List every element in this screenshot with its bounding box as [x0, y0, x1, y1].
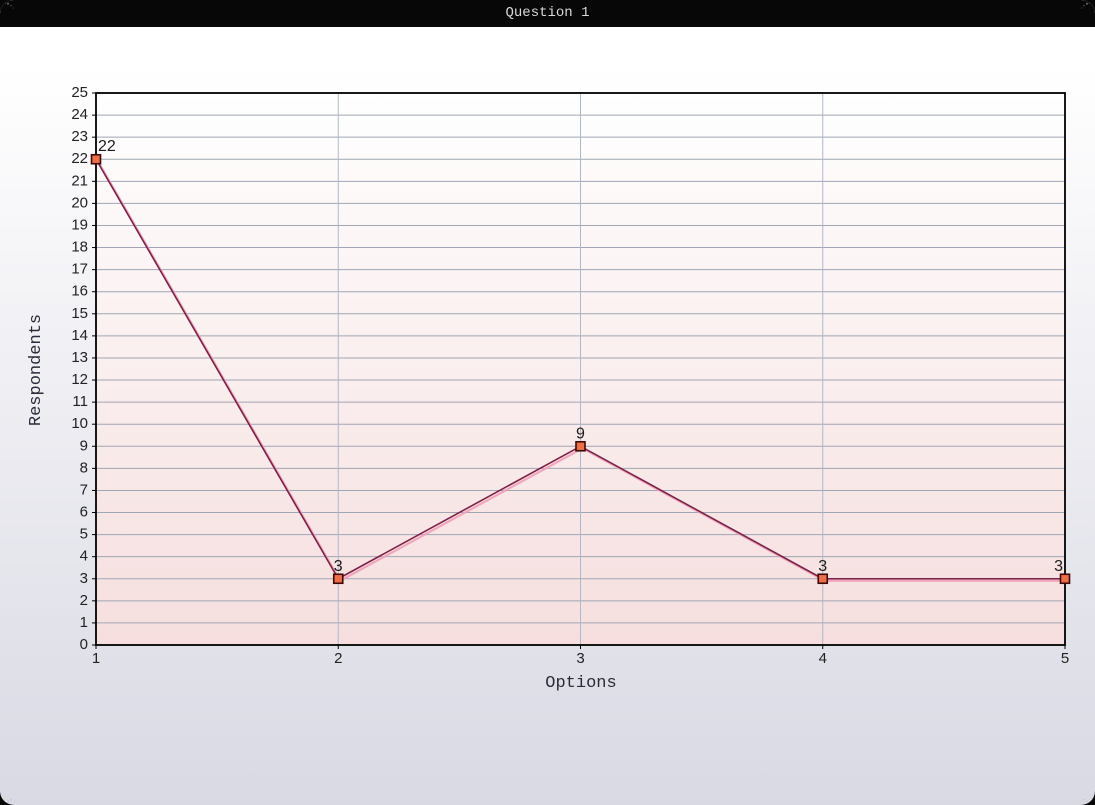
svg-text:4: 4: [819, 650, 827, 667]
svg-text:5: 5: [80, 526, 88, 543]
svg-text:0: 0: [80, 636, 88, 653]
svg-text:4: 4: [80, 548, 88, 565]
svg-text:2: 2: [80, 592, 88, 609]
svg-text:3: 3: [818, 558, 827, 575]
svg-text:7: 7: [80, 481, 88, 498]
svg-text:5: 5: [1061, 650, 1069, 667]
svg-text:1: 1: [92, 650, 100, 667]
svg-text:Respondents: Respondents: [27, 314, 46, 426]
svg-text:11: 11: [72, 393, 88, 410]
svg-text:15: 15: [71, 305, 88, 322]
svg-text:25: 25: [71, 84, 88, 101]
svg-text:16: 16: [71, 283, 88, 300]
svg-text:10: 10: [71, 415, 88, 432]
svg-text:20: 20: [71, 194, 88, 211]
svg-text:22: 22: [98, 138, 116, 155]
svg-text:19: 19: [71, 216, 88, 233]
svg-text:23: 23: [71, 128, 88, 145]
svg-text:17: 17: [71, 261, 88, 278]
svg-text:6: 6: [80, 504, 88, 521]
svg-text:24: 24: [71, 106, 88, 123]
svg-text:13: 13: [71, 349, 88, 366]
svg-text:14: 14: [71, 327, 88, 344]
svg-text:9: 9: [80, 437, 88, 454]
svg-text:3: 3: [576, 650, 584, 667]
svg-text:22: 22: [71, 150, 88, 167]
svg-text:12: 12: [71, 371, 88, 388]
svg-text:9: 9: [576, 425, 585, 442]
svg-text:18: 18: [71, 239, 88, 256]
svg-text:8: 8: [80, 459, 88, 476]
svg-text:Options: Options: [545, 674, 616, 693]
svg-text:3: 3: [334, 558, 343, 575]
svg-text:21: 21: [71, 172, 88, 189]
svg-text:3: 3: [80, 570, 88, 587]
svg-text:3: 3: [1054, 558, 1063, 575]
svg-text:1: 1: [80, 614, 88, 631]
svg-text:2: 2: [334, 650, 342, 667]
